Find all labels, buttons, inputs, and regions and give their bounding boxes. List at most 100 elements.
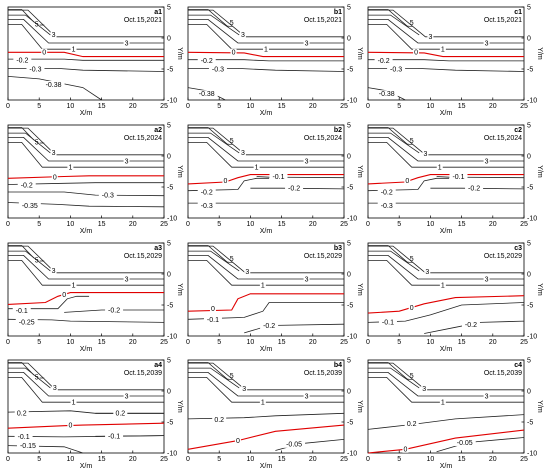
x-tick-label: 20 (129, 339, 137, 346)
y-axis-label: Y/m (536, 47, 543, 60)
y-axis-label: Y/m (176, 400, 183, 413)
contour-label: 3 (245, 269, 249, 276)
x-axis-label: X/m (260, 110, 273, 117)
contour-label: 0 (42, 50, 46, 57)
contour-label: 3 (428, 34, 432, 41)
contour-line (7, 182, 164, 185)
contour-label: 5 (230, 256, 234, 263)
x-tick-label: 15 (278, 339, 286, 346)
x-tick-label: 25 (520, 221, 528, 228)
y-tick-label: -5 (167, 303, 173, 310)
contour-label-bg (303, 275, 310, 283)
contour-label-bg (197, 188, 216, 196)
y-tick-label: 5 (527, 358, 531, 365)
panel-label: c4 (514, 362, 522, 369)
contour-label: 1 (255, 164, 259, 171)
contour-line (188, 250, 240, 272)
contour-line (8, 137, 164, 162)
x-tick-label: 20 (309, 456, 317, 463)
y-axis-label: Y/m (536, 165, 543, 178)
x-tick-label: 10 (247, 456, 255, 463)
contour-label: -0.1 (272, 174, 284, 181)
x-tick-label: 20 (489, 456, 497, 463)
panel-date: Oct.15,2021 (124, 17, 162, 24)
contour-line (250, 187, 345, 190)
contour-label-bg (408, 255, 415, 262)
contour-label: 0 (232, 50, 236, 57)
contour-line (8, 58, 164, 61)
contour-label: 5 (410, 138, 414, 145)
contour-label-bg (377, 202, 396, 210)
x-tick-label: 15 (458, 221, 466, 228)
contour-label: -0.2 (288, 186, 300, 193)
contour-label: 0 (236, 438, 240, 445)
contour-line (188, 132, 240, 154)
contour-label-bg (113, 409, 128, 417)
y-tick-label: 0 (527, 272, 531, 279)
contour-label-bg (51, 173, 58, 181)
x-axis-label: X/m (260, 463, 273, 470)
contour-line (187, 302, 344, 320)
contour-label: 1 (441, 282, 445, 289)
contour-line (368, 132, 420, 154)
contour-label: 0 (414, 50, 418, 57)
contour-label: 3 (485, 393, 489, 400)
y-tick-label: -10 (347, 334, 357, 341)
contour-line (368, 59, 524, 62)
contour-label: 0 (68, 422, 72, 429)
contour-line (187, 177, 270, 192)
contour-line (8, 142, 164, 168)
contour-line (187, 293, 344, 312)
contour-label-bg (303, 392, 310, 400)
contour-label: -0.2 (108, 307, 120, 314)
contour-line (7, 292, 164, 305)
contour-line (188, 260, 344, 286)
panel-frame (7, 359, 165, 454)
contour-line (368, 255, 524, 280)
contour-line (188, 372, 344, 397)
contour-line (188, 142, 344, 168)
y-tick-label: 0 (167, 272, 171, 279)
x-tick-label: 0 (6, 103, 10, 110)
panel-label: a4 (154, 362, 162, 369)
contour-label-bg (105, 432, 124, 440)
panel-frame (367, 242, 525, 337)
contour-line (367, 414, 525, 430)
contour-label-bg (228, 372, 235, 379)
y-tick-label: -5 (527, 185, 533, 192)
contour-label: -0.2 (21, 182, 33, 189)
x-tick-label: 5 (217, 456, 221, 463)
y-tick-label: -10 (167, 216, 177, 223)
contour-line (188, 362, 344, 391)
x-tick-label: 15 (458, 103, 466, 110)
contour-label: 3 (423, 151, 427, 158)
y-axis-label: Y/m (176, 47, 183, 60)
x-tick-label: 25 (160, 103, 168, 110)
contour-label-bg (12, 307, 31, 315)
contour-label: -0.2 (201, 58, 213, 65)
x-axis-label: X/m (440, 346, 453, 353)
contour-line (188, 127, 233, 145)
panel-date: Oct.15,2029 (304, 253, 342, 260)
contour-line (368, 142, 524, 168)
contour-line (436, 176, 525, 179)
x-tick-label: 10 (247, 103, 255, 110)
contour-label: 5 (35, 258, 39, 265)
contour-label-bg (378, 318, 397, 326)
x-tick-label: 15 (278, 103, 286, 110)
contour-label: 0 (405, 178, 409, 185)
y-axis-label: Y/m (356, 165, 363, 178)
x-tick-label: 20 (309, 103, 317, 110)
contour-label-bg (42, 81, 65, 88)
x-tick-label: 0 (366, 221, 370, 228)
x-tick-label: 25 (160, 456, 168, 463)
contour-label: 1 (261, 399, 265, 406)
contour-line (8, 295, 90, 310)
contour-label-bg (483, 392, 490, 400)
